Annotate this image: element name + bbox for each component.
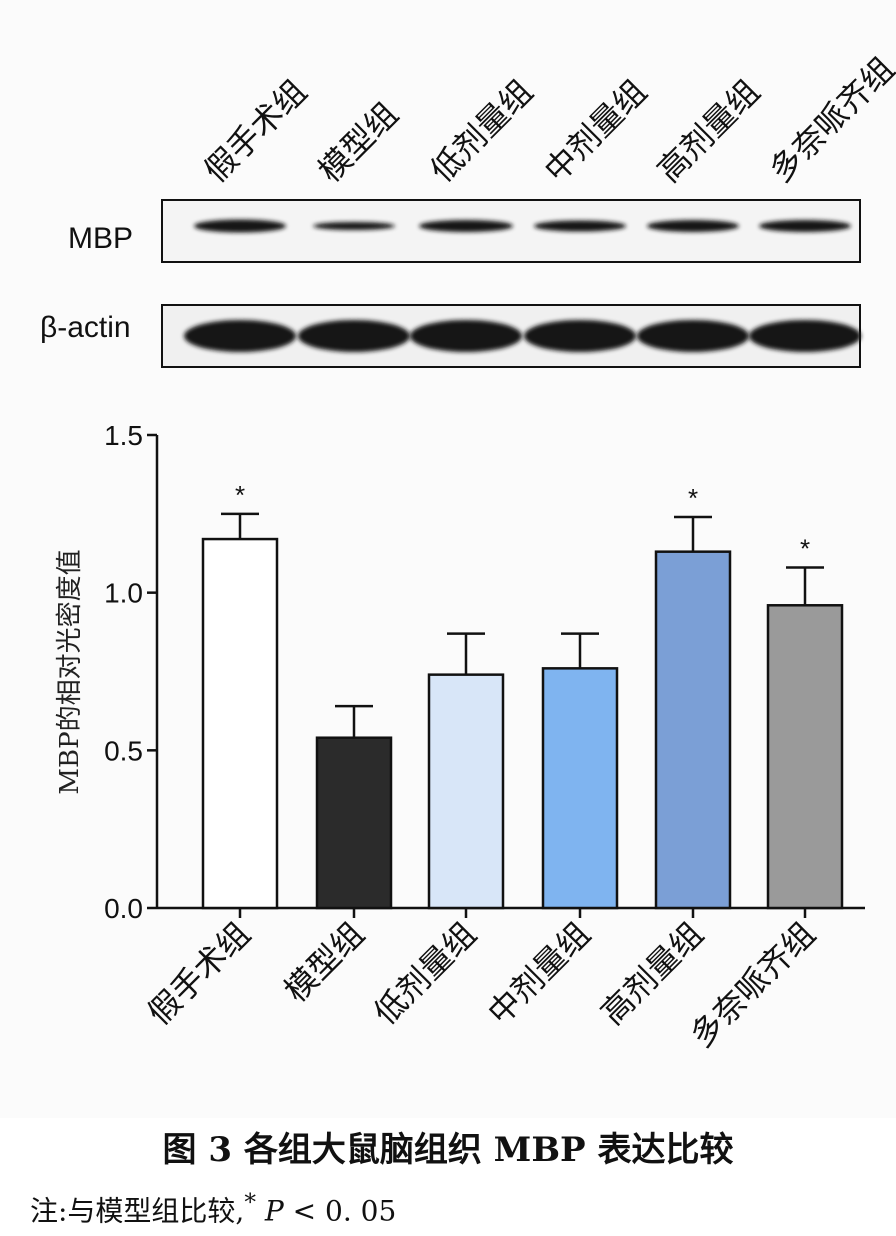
y-tick-label: 1.0 — [104, 578, 143, 609]
bar — [766, 604, 844, 910]
blot-lane-label: 高剂量组 — [650, 72, 767, 189]
bar — [654, 550, 732, 910]
bar — [201, 537, 279, 910]
mbp-band — [313, 222, 395, 230]
y-tick-label: 0.5 — [104, 735, 143, 766]
actin-band — [410, 320, 522, 352]
figure-caption: 图 3 各组大鼠脑组织 MBP 表达比较 — [162, 1130, 734, 1170]
x-category-label: 假手术组 — [140, 915, 257, 1032]
x-category-label: 模型组 — [277, 915, 372, 1010]
note-rest: < 0. 05 — [283, 1194, 397, 1228]
significance-marker: * — [688, 483, 698, 513]
note-p: P — [264, 1194, 284, 1228]
note-prefix: 注:与模型组比较, — [30, 1194, 245, 1228]
y-axis-label: MBP的相对光密度值 — [55, 549, 85, 794]
bar — [541, 667, 619, 910]
mbp-band — [759, 220, 851, 232]
mbp-band — [647, 220, 739, 232]
actin-band — [524, 320, 636, 352]
actin-band — [749, 320, 861, 352]
bar-chart: 0.00.51.01.5 * ** 假手术组 模型组低剂量组中剂量组高剂量组多奈哌齐… — [55, 420, 865, 1055]
mbp-blot — [161, 199, 861, 263]
mbp-band — [419, 220, 513, 232]
figure-area — [0, 0, 896, 1118]
mbp-band — [194, 219, 286, 233]
blot-lane-label: 多奈哌齐组 — [762, 50, 896, 190]
mbp-band — [534, 220, 626, 232]
bar — [427, 673, 505, 910]
actin-blot — [161, 304, 861, 368]
mbp-row-label: MBP — [68, 222, 133, 255]
actin-row-label: β-actin — [40, 311, 131, 344]
blot-lane-label: 低剂量组 — [423, 72, 540, 189]
blot-lane-label: 中剂量组 — [537, 72, 654, 189]
y-tick-label: 0.0 — [104, 893, 143, 924]
actin-band — [184, 320, 296, 352]
bar — [315, 736, 393, 910]
mbp-blot-frame — [161, 199, 861, 263]
actin-band — [637, 320, 749, 352]
significance-marker: * — [800, 533, 810, 563]
blot-lane-label: 假手术组 — [197, 72, 314, 189]
x-category-label: 低剂量组 — [366, 915, 483, 1032]
x-category-label: 高剂量组 — [593, 915, 710, 1032]
x-category-label: 中剂量组 — [480, 915, 597, 1032]
significance-marker: * — [235, 480, 245, 510]
actin-band — [298, 320, 410, 352]
blot-lane-label: 模型组 — [311, 95, 406, 190]
note-star: * — [244, 1188, 257, 1216]
y-tick-label: 1.5 — [104, 420, 143, 451]
figure-note: 注:与模型组比较,* P < 0. 05 — [30, 1188, 396, 1229]
